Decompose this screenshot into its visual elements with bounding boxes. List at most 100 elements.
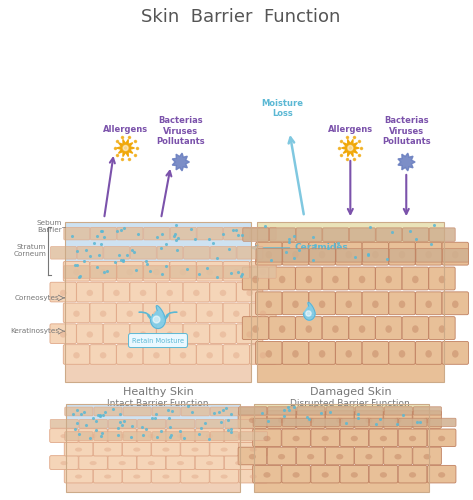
Text: Allergens: Allergens (328, 125, 373, 134)
Point (71, 262, 79, 270)
Point (96, 412, 104, 420)
Point (101, 233, 108, 241)
Point (158, 270, 166, 278)
FancyBboxPatch shape (322, 267, 349, 290)
Polygon shape (398, 153, 415, 171)
FancyBboxPatch shape (369, 429, 398, 446)
FancyBboxPatch shape (238, 411, 267, 428)
Ellipse shape (332, 276, 339, 283)
FancyBboxPatch shape (255, 292, 282, 314)
Ellipse shape (319, 300, 325, 308)
Ellipse shape (307, 454, 314, 460)
Text: Sebum
Barrier: Sebum Barrier (36, 220, 62, 233)
Point (99, 411, 107, 419)
Ellipse shape (104, 474, 111, 478)
Ellipse shape (119, 434, 126, 438)
FancyBboxPatch shape (63, 262, 90, 281)
Ellipse shape (89, 434, 96, 438)
FancyBboxPatch shape (242, 316, 269, 340)
FancyBboxPatch shape (340, 429, 368, 446)
Point (393, 420, 401, 428)
Point (158, 230, 166, 238)
FancyBboxPatch shape (384, 411, 412, 428)
FancyBboxPatch shape (282, 418, 310, 426)
Bar (66, 404, 240, 492)
Ellipse shape (113, 332, 120, 338)
FancyBboxPatch shape (282, 466, 310, 483)
Point (290, 403, 298, 411)
FancyBboxPatch shape (93, 469, 122, 483)
FancyBboxPatch shape (242, 267, 269, 290)
Ellipse shape (385, 276, 392, 283)
Ellipse shape (140, 290, 146, 296)
Ellipse shape (180, 269, 186, 276)
Ellipse shape (220, 448, 228, 452)
FancyBboxPatch shape (51, 246, 77, 259)
Point (235, 268, 242, 276)
FancyBboxPatch shape (442, 342, 468, 364)
Text: Bacterias
Viruses
Pollutants: Bacterias Viruses Pollutants (156, 116, 205, 146)
FancyBboxPatch shape (152, 469, 180, 483)
FancyBboxPatch shape (398, 429, 427, 446)
Point (119, 257, 127, 265)
Ellipse shape (252, 276, 259, 283)
Ellipse shape (219, 332, 226, 338)
FancyBboxPatch shape (223, 344, 249, 364)
Ellipse shape (345, 300, 352, 308)
FancyBboxPatch shape (384, 447, 412, 465)
FancyBboxPatch shape (108, 456, 137, 469)
Point (111, 258, 119, 266)
FancyBboxPatch shape (94, 432, 122, 440)
Point (285, 402, 292, 410)
FancyBboxPatch shape (63, 344, 90, 364)
Ellipse shape (126, 310, 133, 317)
Bar (65, 363, 251, 382)
Ellipse shape (119, 461, 126, 465)
FancyBboxPatch shape (152, 432, 180, 440)
Point (399, 411, 406, 419)
FancyBboxPatch shape (183, 324, 210, 344)
Point (172, 220, 179, 228)
Point (167, 431, 175, 439)
Point (312, 241, 319, 249)
Ellipse shape (425, 251, 432, 258)
FancyBboxPatch shape (143, 303, 170, 322)
Point (132, 266, 140, 274)
FancyBboxPatch shape (170, 266, 196, 278)
Ellipse shape (260, 352, 266, 358)
Ellipse shape (452, 251, 458, 258)
Ellipse shape (350, 472, 358, 478)
FancyBboxPatch shape (239, 442, 268, 456)
Bar (66, 441, 240, 482)
Ellipse shape (75, 448, 82, 452)
FancyBboxPatch shape (239, 407, 268, 416)
Bar (65, 280, 251, 363)
FancyBboxPatch shape (195, 428, 224, 442)
FancyBboxPatch shape (341, 418, 368, 426)
Point (96, 250, 103, 258)
FancyBboxPatch shape (225, 420, 253, 428)
FancyBboxPatch shape (197, 266, 223, 278)
FancyBboxPatch shape (196, 303, 223, 322)
FancyBboxPatch shape (157, 246, 183, 259)
Point (73, 406, 81, 413)
FancyBboxPatch shape (117, 228, 143, 240)
Point (188, 408, 195, 416)
Point (197, 424, 204, 432)
Ellipse shape (380, 436, 387, 442)
Polygon shape (150, 306, 166, 328)
Ellipse shape (306, 326, 312, 333)
Point (219, 406, 227, 414)
FancyBboxPatch shape (65, 407, 93, 416)
Point (196, 270, 203, 278)
FancyBboxPatch shape (309, 242, 335, 265)
FancyBboxPatch shape (428, 429, 456, 446)
Ellipse shape (235, 434, 242, 438)
Ellipse shape (332, 326, 339, 333)
FancyBboxPatch shape (428, 466, 456, 483)
FancyBboxPatch shape (402, 316, 429, 340)
Ellipse shape (89, 461, 96, 465)
Point (75, 274, 83, 281)
FancyBboxPatch shape (238, 407, 267, 415)
Point (183, 265, 191, 273)
